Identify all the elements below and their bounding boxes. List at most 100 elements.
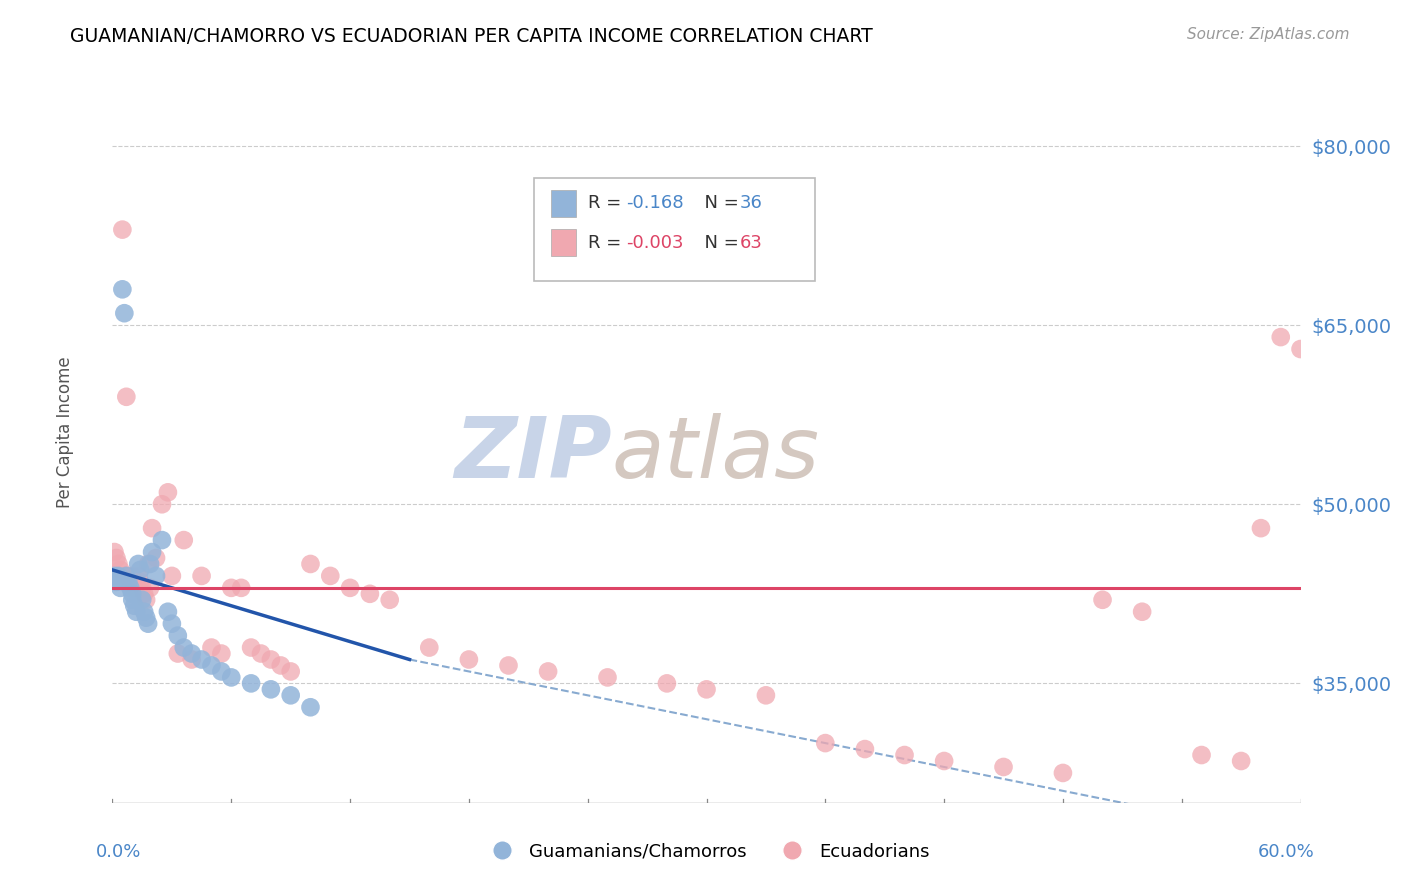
Point [129, 563, 152, 577]
Legend: Guamanians/Chamorros, Ecuadorians: Guamanians/Chamorros, Ecuadorians [477, 836, 936, 868]
Text: Per Capita Income: Per Capita Income [56, 357, 75, 508]
Point [121, 592, 143, 607]
Point [156, 485, 179, 500]
Point [853, 742, 876, 756]
Point [200, 658, 222, 673]
Point [893, 747, 915, 762]
Point [498, 658, 520, 673]
Point [136, 557, 159, 571]
Point [141, 521, 163, 535]
Point [105, 551, 128, 566]
Point [156, 605, 179, 619]
Point [270, 658, 292, 673]
Point [122, 581, 145, 595]
Text: 0.0%: 0.0% [96, 843, 141, 861]
Point [209, 665, 232, 679]
Point [117, 569, 139, 583]
Point [537, 665, 560, 679]
Point [814, 736, 837, 750]
Point [378, 592, 401, 607]
Point [458, 652, 481, 666]
Text: N =: N = [693, 194, 745, 212]
Point [209, 647, 232, 661]
Point [1230, 754, 1253, 768]
Point [190, 569, 212, 583]
Point [596, 670, 619, 684]
Point [280, 689, 302, 703]
Point [145, 569, 167, 583]
Text: ZIP: ZIP [454, 413, 612, 496]
Text: N =: N = [693, 234, 745, 252]
Point [110, 563, 132, 577]
Point [125, 574, 148, 589]
Text: -0.003: -0.003 [626, 234, 683, 252]
Point [180, 647, 202, 661]
Point [696, 682, 718, 697]
Point [127, 557, 149, 571]
Point [110, 581, 132, 595]
Point [103, 545, 125, 559]
Point [260, 682, 283, 697]
Point [139, 581, 162, 595]
Text: 63: 63 [740, 234, 762, 252]
Point [1130, 605, 1153, 619]
Text: R =: R = [588, 194, 627, 212]
Point [160, 569, 183, 583]
Point [231, 581, 253, 595]
Point [135, 610, 157, 624]
Point [134, 587, 156, 601]
Text: R =: R = [588, 234, 627, 252]
Point [120, 574, 142, 589]
Point [339, 581, 361, 595]
Point [129, 574, 152, 589]
Point [180, 652, 202, 666]
Point [190, 652, 212, 666]
Point [173, 640, 195, 655]
Point [299, 700, 322, 714]
Point [250, 647, 273, 661]
Text: atlas: atlas [612, 413, 820, 496]
Point [121, 569, 143, 583]
Text: -0.168: -0.168 [626, 194, 683, 212]
Point [299, 557, 322, 571]
Point [150, 533, 173, 547]
Point [418, 640, 440, 655]
Point [240, 640, 263, 655]
Point [755, 689, 778, 703]
Point [112, 306, 135, 320]
Point [131, 581, 153, 595]
Point [134, 605, 156, 619]
Point [122, 599, 145, 613]
Point [111, 282, 134, 296]
Point [117, 574, 139, 589]
Point [1191, 747, 1213, 762]
Point [1052, 766, 1074, 780]
Point [260, 652, 283, 666]
Point [112, 569, 135, 583]
Point [150, 497, 173, 511]
Point [1250, 521, 1272, 535]
Point [107, 557, 129, 571]
Point [111, 222, 134, 236]
Point [125, 605, 148, 619]
Point [160, 616, 183, 631]
Text: Source: ZipAtlas.com: Source: ZipAtlas.com [1187, 27, 1350, 42]
Point [319, 569, 342, 583]
Point [115, 390, 138, 404]
Point [173, 533, 195, 547]
Point [105, 574, 128, 589]
Point [280, 665, 302, 679]
Point [136, 616, 159, 631]
Point [131, 592, 153, 607]
Point [127, 569, 149, 583]
Point [120, 581, 142, 595]
Text: 60.0%: 60.0% [1258, 843, 1315, 861]
Text: GUAMANIAN/CHAMORRO VS ECUADORIAN PER CAPITA INCOME CORRELATION CHART: GUAMANIAN/CHAMORRO VS ECUADORIAN PER CAP… [70, 27, 873, 45]
Point [107, 569, 129, 583]
Point [141, 545, 163, 559]
Point [359, 587, 381, 601]
Point [1270, 330, 1292, 344]
Point [1091, 592, 1114, 607]
Point [139, 557, 162, 571]
Point [219, 670, 242, 684]
